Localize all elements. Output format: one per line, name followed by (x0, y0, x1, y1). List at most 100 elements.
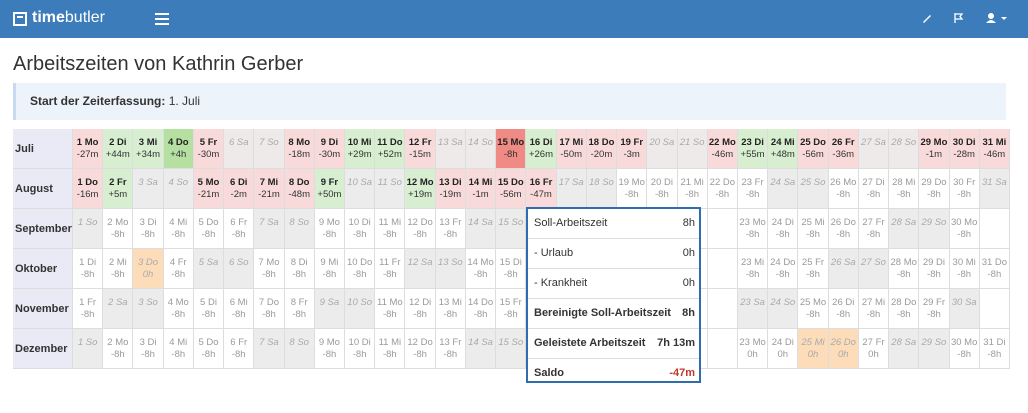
day-cell: 21 So (677, 129, 708, 169)
day-cell: 24 Sa (768, 169, 799, 209)
day-label: 11 Mi (378, 217, 402, 228)
tooltip-row: Geleistete Arbeitszeit 7h 13m (528, 329, 699, 359)
day-label: 10 Mi (347, 137, 372, 148)
day-cell: 3 Mi +34m (133, 129, 164, 169)
day-label: 3 Sa (138, 177, 158, 188)
day-balance: -8h (110, 229, 125, 240)
day-cell: 11 Mi -8h (375, 209, 406, 249)
day-balance: -50m (560, 149, 583, 160)
day-cell: 29 So (919, 209, 950, 249)
day-cell: 14 Sa (465, 209, 497, 249)
day-cell: 7 Sa (254, 329, 285, 369)
day-cell: 30 Sa (949, 289, 980, 329)
day-balance: +29m (347, 149, 372, 160)
day-cell: 24 Do -8h (768, 249, 799, 289)
day-balance: -8h (745, 189, 760, 200)
day-label: 13 Fr (439, 337, 462, 348)
day-balance: -8h (503, 309, 518, 320)
day-balance: -56m (499, 189, 522, 200)
day-label: 8 Do (288, 177, 310, 188)
flag-icon[interactable] (953, 12, 965, 24)
day-balance: -8h (171, 269, 186, 280)
day-cell: 23 Mo 0h (737, 329, 769, 369)
day-balance: +44m (105, 149, 130, 160)
day-label: 7 Mo (258, 257, 280, 268)
day-label: 10 Di (348, 217, 371, 228)
day-cell: 23 Di +55m (737, 129, 769, 169)
day-label: 25 Mi (801, 337, 825, 348)
day-label: 9 Mo (318, 217, 340, 228)
tooltip-value: 0h (682, 277, 695, 289)
day-balance: -18m (288, 149, 311, 160)
tooltip-row: Soll-Arbeitszeit 8h (528, 209, 699, 239)
day-balance: +50m (317, 189, 342, 200)
day-label: 13 Di (438, 177, 462, 188)
day-cell: 30 Mo -8h (949, 209, 980, 249)
day-label: 1 Fr (79, 297, 97, 308)
day-cell (979, 289, 1010, 329)
menu-button[interactable] (155, 13, 169, 25)
user-menu[interactable] (986, 12, 1010, 24)
day-balance: -8h (141, 229, 155, 240)
day-cell: 6 Fr -8h (224, 209, 255, 249)
day-label: 2 Mo (107, 337, 129, 348)
day-balance: -8h (352, 349, 367, 360)
day-label: 29 Do (921, 177, 947, 188)
page-title: Arbeitszeiten von Kathrin Gerber (13, 53, 304, 75)
day-cell: 4 Fr -8h (163, 249, 194, 289)
day-cell: 9 Fr +50m (314, 169, 346, 209)
day-cell: 14 Mo -8h (465, 249, 497, 289)
tooltip-label: Geleistete Arbeitszeit (534, 337, 646, 349)
day-cell: 16 Di +26m (526, 129, 557, 169)
day-balance: -8h (745, 229, 760, 240)
day-label: 14 Sa (468, 337, 493, 348)
day-label: 7 So (259, 137, 279, 148)
day-balance: +34m (136, 149, 161, 160)
day-balance: -8h (685, 189, 699, 200)
day-cell: 15 So (496, 209, 527, 249)
logo[interactable]: timebutler (32, 9, 105, 27)
day-label: 11 So (377, 177, 402, 188)
info-label: Start der Zeiterfassung: (30, 94, 166, 108)
day-cell: 9 Mo -8h (314, 329, 346, 369)
day-cell: 7 Mo -8h (254, 249, 285, 289)
month-label: November (13, 289, 73, 329)
day-label: 27 Sa (861, 137, 886, 148)
day-balance: -8h (745, 269, 760, 280)
day-label: 10 Sa (347, 177, 373, 188)
day-cell: 25 Fr -8h (798, 249, 829, 289)
day-cell: 10 So (345, 289, 376, 329)
day-label: 28 Mo (890, 257, 917, 268)
day-label: 28 Mi (892, 177, 916, 188)
day-label: 25 Mi (801, 217, 825, 228)
day-label: 25 Fr (801, 257, 825, 268)
day-cell: 4 Mi -8h (163, 209, 194, 249)
day-balance: -8h (110, 349, 125, 360)
month-label: Juli (13, 129, 73, 169)
day-balance: -21m (197, 189, 220, 200)
day-label: 1 Do (77, 177, 98, 188)
day-balance: -8h (624, 189, 639, 200)
day-label: 10 So (347, 297, 373, 308)
day-cell: 11 Fr -8h (375, 249, 406, 289)
day-label: 23 Mi (740, 257, 765, 268)
day-label: 9 Sa (319, 297, 340, 308)
day-cell: 1 Fr -8h (73, 289, 104, 329)
day-cell: 30 Fr -8h (949, 169, 980, 209)
day-label: 20 Di (650, 177, 673, 188)
day-cell: 26 Di -8h (828, 289, 859, 329)
day-label: 15 So (498, 337, 524, 348)
day-label: 3 Di (139, 337, 157, 348)
day-label: 5 Do (198, 337, 219, 348)
day-label: 2 Di (109, 137, 127, 148)
day-balance: -8h (110, 269, 125, 280)
day-cell: 6 So (224, 249, 255, 289)
day-label: 21 Mi (680, 177, 704, 188)
day-label: 26 Di (832, 297, 855, 308)
day-label: 27 Fr (862, 337, 885, 348)
tooltip-row: Saldo -47m (528, 359, 699, 388)
day-label: 12 Sa (407, 257, 433, 268)
edit-icon[interactable] (921, 12, 933, 24)
